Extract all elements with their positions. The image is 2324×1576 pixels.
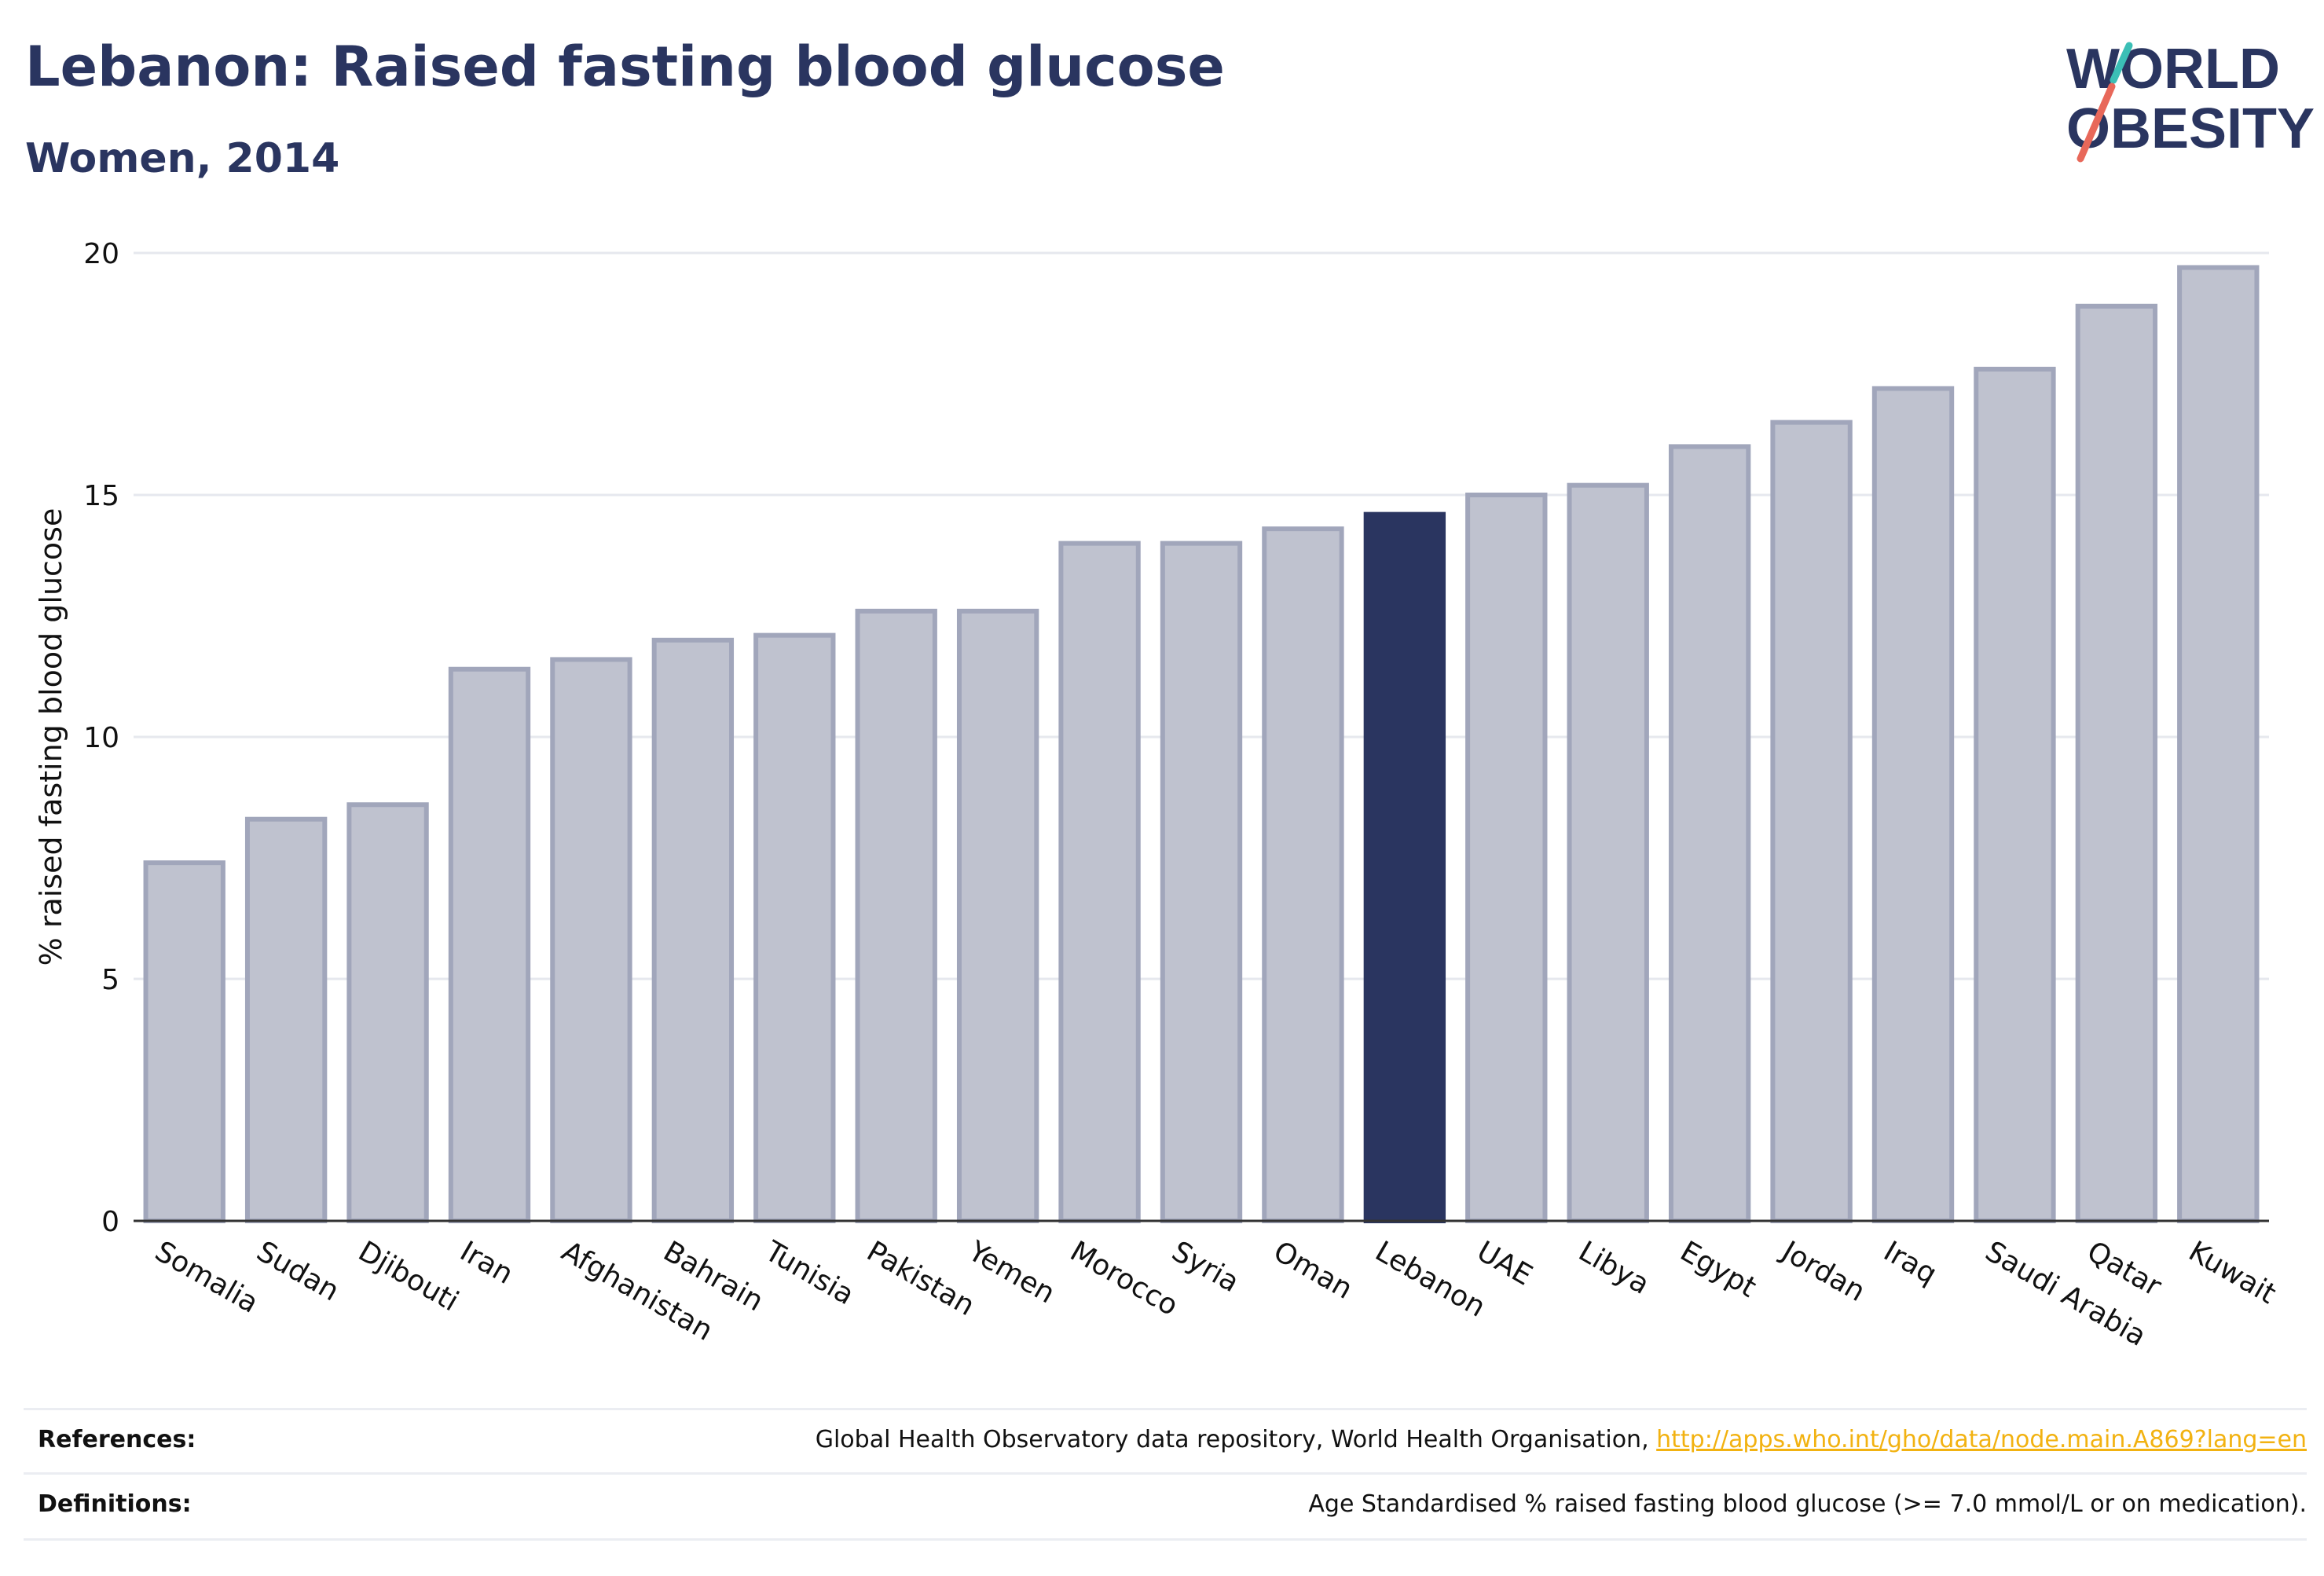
x-tick-label: Sudan — [251, 1235, 345, 1307]
x-tick-label: Tunisia — [759, 1235, 860, 1311]
chart-subtitle: Women, 2014 — [25, 135, 340, 182]
footer-divider — [24, 1538, 2307, 1541]
definitions-text: Age Standardised % raised fasting blood … — [1308, 1490, 2307, 1518]
references-label: References: — [38, 1426, 196, 1453]
chart-title: Lebanon: Raised fasting blood glucose — [25, 35, 1225, 99]
y-axis-label: % raised fasting blood glucose — [34, 508, 68, 966]
bar-kuwait — [2177, 265, 2260, 1224]
x-tick-label: Syria — [1167, 1235, 1244, 1299]
x-tick-label: Oman — [1268, 1235, 1358, 1306]
bar-jordan — [1770, 420, 1853, 1223]
references-value: Global Health Observatory data repositor… — [816, 1426, 2307, 1453]
y-tick-label: 15 — [83, 480, 119, 512]
y-tick-label: 20 — [83, 238, 119, 270]
world-obesity-logo: WORLD OBESITY — [2066, 38, 2315, 163]
x-tick-label: Pakistan — [861, 1235, 980, 1322]
y-axis-ticks: 0 5 10 15 20 — [83, 238, 119, 1238]
logo-text-world: WORLD — [2066, 38, 2280, 101]
bar-bahrain — [651, 637, 735, 1223]
bar-oman — [1262, 526, 1344, 1223]
references-row: References: Global Health Observatory da… — [24, 1408, 2307, 1473]
x-tick-label: Jordan — [1775, 1234, 1870, 1308]
bar-djibouti — [346, 802, 429, 1223]
x-tick-label: Somalia — [149, 1235, 263, 1320]
x-tick-label: UAE — [1472, 1235, 1538, 1292]
x-tick-label: Iran — [455, 1235, 519, 1291]
bar-iraq — [1871, 386, 1955, 1224]
bar-sudan — [244, 816, 328, 1223]
x-tick-label: Iraq — [1879, 1235, 1942, 1291]
logo-slash-teal — [2110, 42, 2133, 84]
bar-morocco — [1058, 541, 1141, 1223]
references-link[interactable]: http://apps.who.int/gho/data/node.main.A… — [1656, 1426, 2307, 1453]
x-tick-label: Djibouti — [353, 1235, 464, 1318]
x-tick-label: Libya — [1573, 1235, 1655, 1301]
y-tick-label: 5 — [101, 964, 119, 996]
x-tick-label: Lebanon — [1369, 1235, 1490, 1324]
bar-iran — [448, 666, 531, 1223]
bar-qatar — [2075, 303, 2158, 1223]
definitions-label: Definitions: — [38, 1490, 192, 1518]
bar-afghanistan — [550, 657, 632, 1223]
definitions-row: Definitions: Age Standardised % raised f… — [24, 1472, 2307, 1538]
bar-saudi-arabia — [1974, 366, 2056, 1224]
bar-egypt — [1668, 444, 1751, 1223]
logo-slash-red — [2077, 82, 2116, 163]
bar-lebanon — [1363, 511, 1446, 1223]
bars — [143, 265, 2260, 1224]
x-tick-label: Kuwait — [2183, 1235, 2282, 1310]
bar-pakistan — [855, 608, 937, 1223]
bar-yemen — [956, 608, 1039, 1223]
logo-text-obesity: OBESITY — [2066, 97, 2315, 160]
bar-tunisia — [753, 632, 836, 1223]
bar-libya — [1567, 482, 1649, 1223]
bar-uae — [1465, 493, 1548, 1223]
x-tick-label: Egypt — [1675, 1235, 1761, 1303]
y-tick-label: 0 — [101, 1206, 119, 1238]
bar-somalia — [143, 860, 225, 1224]
x-tick-label: Morocco — [1065, 1235, 1183, 1322]
bar-syria — [1160, 541, 1243, 1223]
y-tick-label: 10 — [83, 722, 119, 754]
references-text: Global Health Observatory data repositor… — [815, 1426, 1657, 1453]
